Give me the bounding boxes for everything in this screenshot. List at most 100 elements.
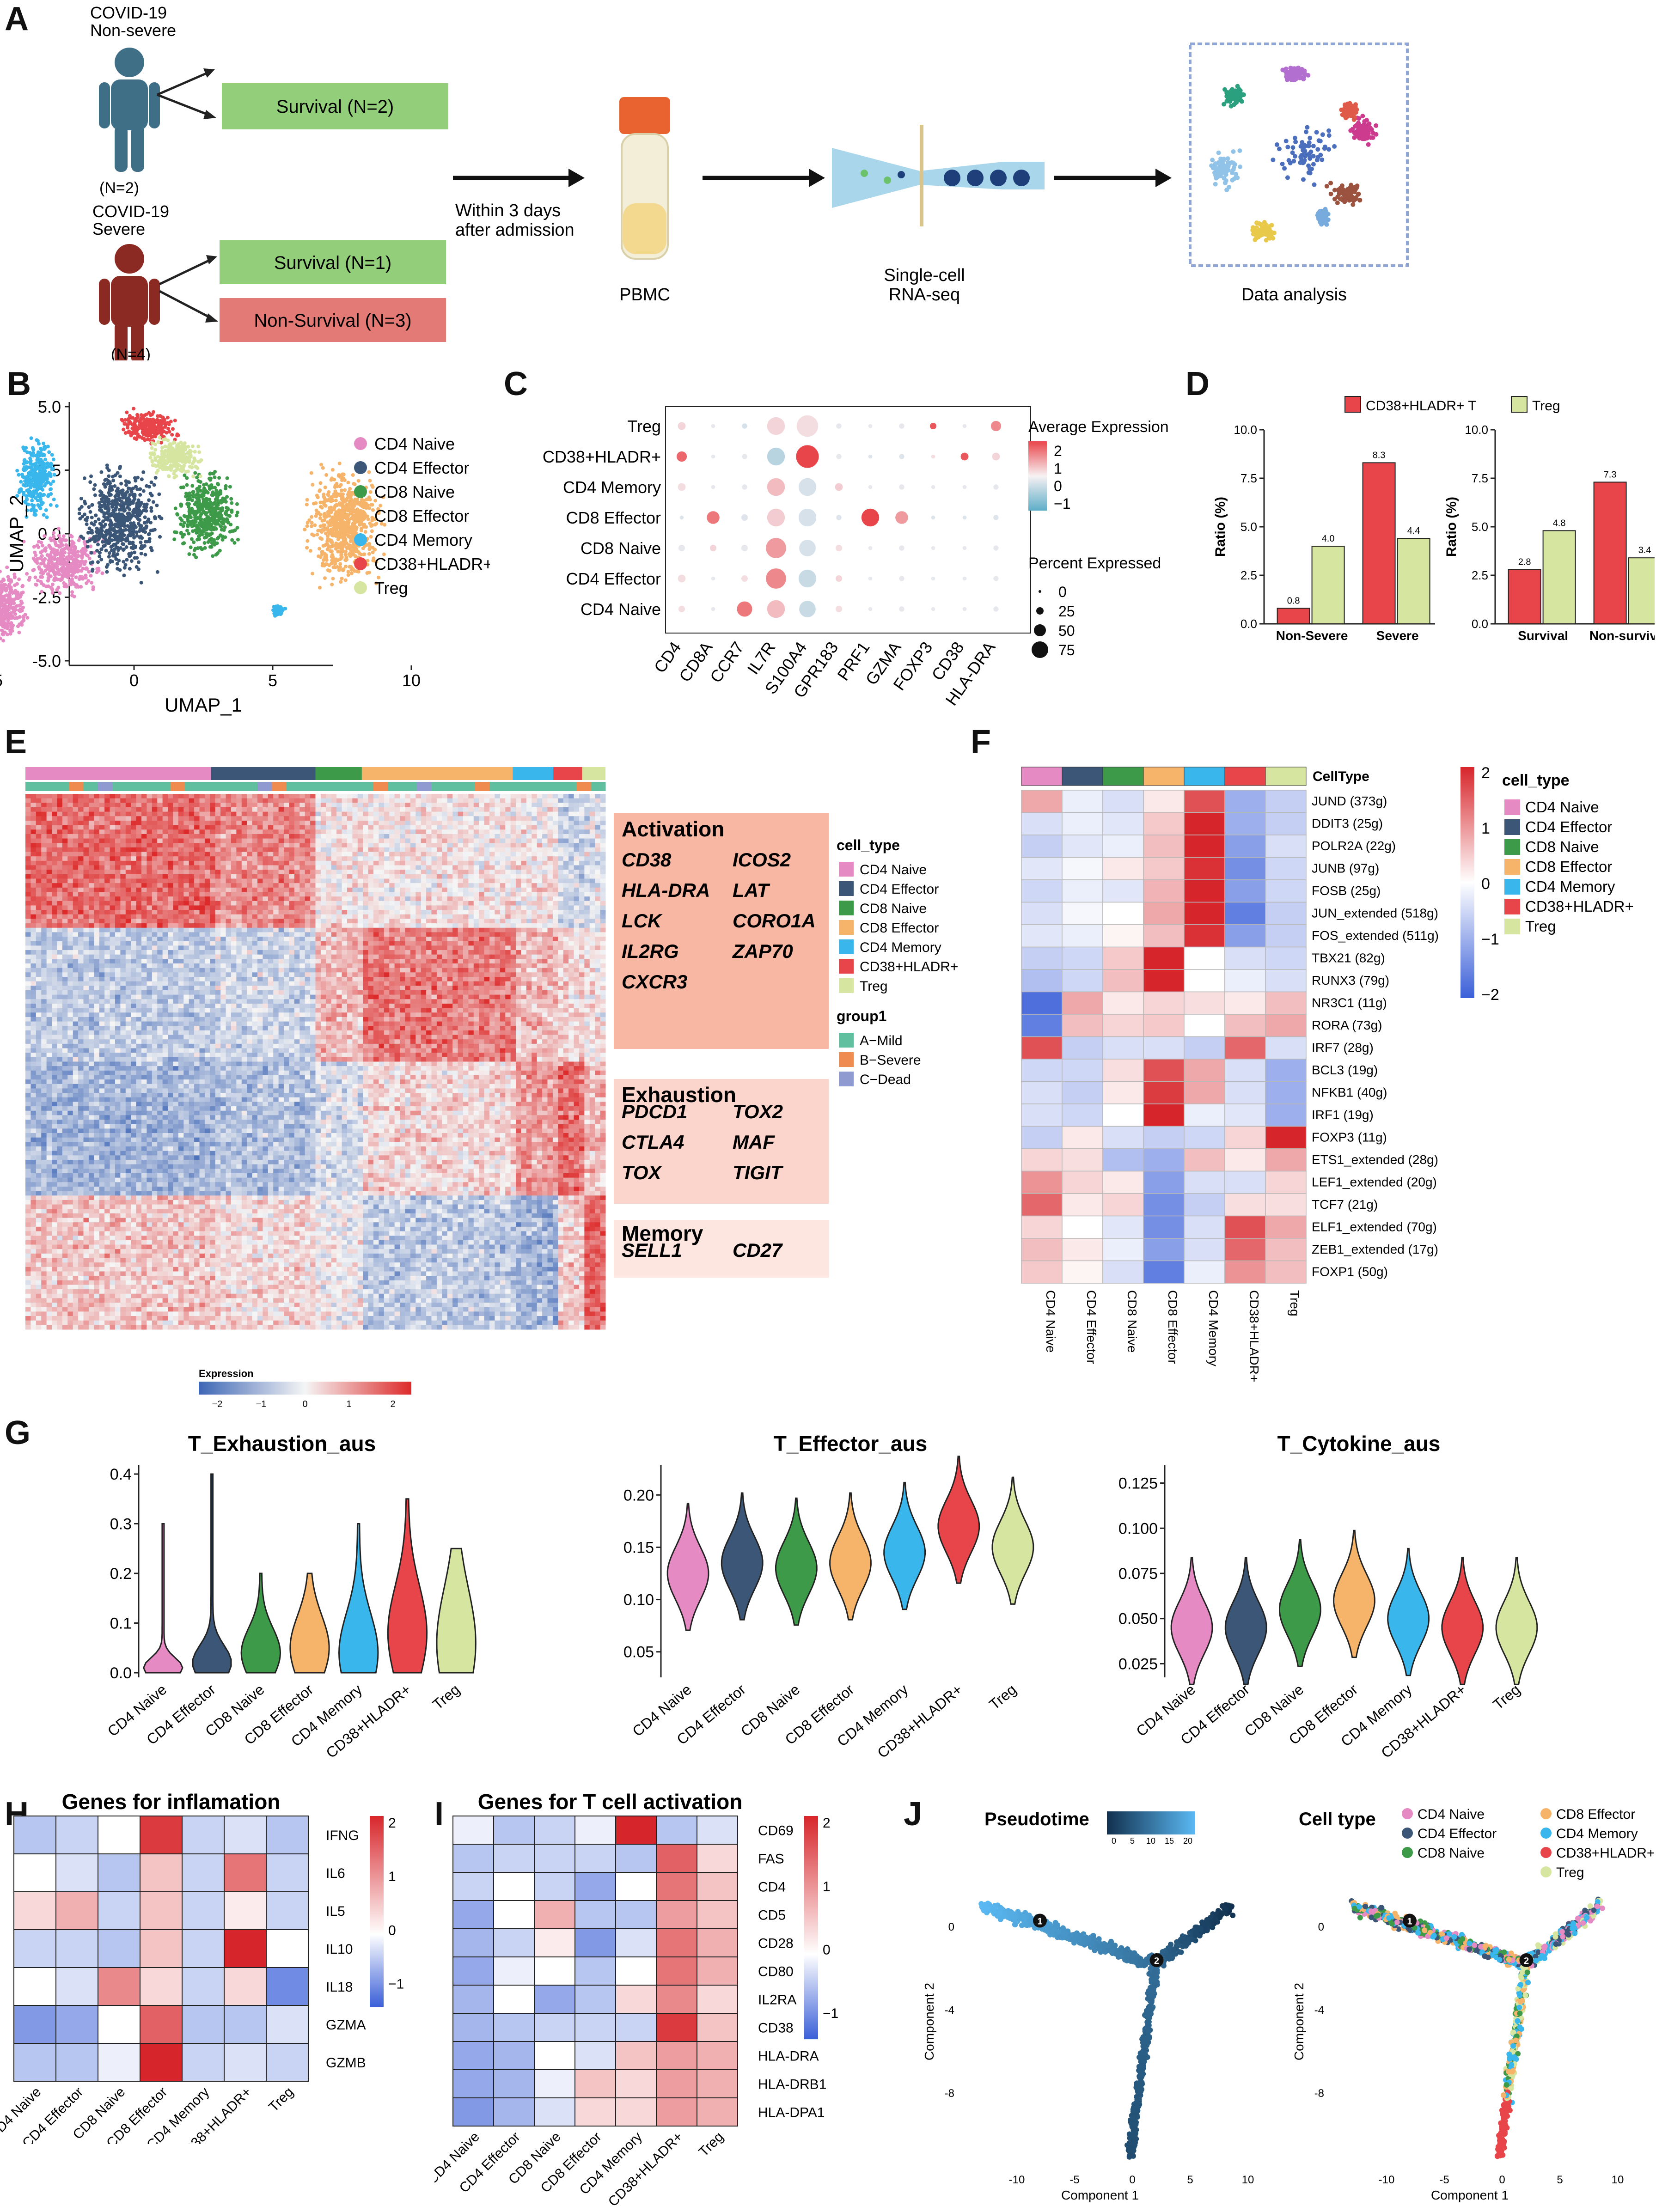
umap-point — [332, 477, 336, 481]
umap-point — [30, 470, 34, 474]
umap-point — [64, 543, 68, 547]
d-ytick: 5.0 — [1240, 520, 1257, 534]
umap-point — [118, 537, 122, 542]
tsne-point — [1328, 191, 1333, 196]
umap-point — [118, 474, 122, 478]
e-celltype-bar — [25, 767, 211, 780]
umap-point — [61, 534, 66, 538]
umap-point — [333, 566, 337, 570]
umap-point — [1, 624, 5, 628]
umap-point — [33, 468, 37, 472]
umap-point — [196, 460, 201, 464]
umap-point — [104, 540, 108, 544]
umap-point — [165, 415, 170, 420]
umap-point — [12, 609, 16, 614]
umap-point — [116, 471, 120, 475]
e-heat-cell — [484, 794, 490, 799]
umap-point — [39, 451, 43, 455]
umap-point — [116, 521, 120, 525]
umap-point — [221, 517, 226, 521]
umap-point — [58, 591, 62, 595]
umap-point — [9, 597, 13, 602]
umap-point — [28, 490, 32, 494]
umap-point — [305, 498, 309, 502]
tsne-point — [1222, 165, 1227, 171]
e-heat-cell — [336, 794, 342, 799]
umap-point — [49, 482, 53, 486]
d-ytick: 2.5 — [1240, 568, 1257, 582]
dotplot-dot — [742, 454, 747, 459]
umap-point — [4, 598, 8, 603]
umap-point — [159, 449, 164, 453]
e-heat-cell — [199, 794, 205, 799]
e-celltype-bar — [315, 767, 362, 780]
umap-point — [155, 503, 159, 507]
umap-point — [104, 533, 108, 537]
e-heat-cell — [215, 794, 221, 799]
umap-point — [97, 501, 101, 505]
umap-point — [33, 575, 37, 579]
umap-point — [93, 483, 97, 487]
dot-legend-size-label: 25 — [1058, 603, 1075, 620]
umap-point — [335, 503, 339, 507]
umap-point — [32, 567, 36, 572]
umap-point — [173, 438, 177, 442]
umap-point — [159, 463, 164, 468]
umap-point — [206, 515, 210, 519]
umap-point — [320, 537, 324, 541]
umap-xlabel: UMAP_1 — [165, 694, 242, 716]
umap-legend-swatch — [354, 581, 367, 594]
umap-point — [107, 555, 111, 559]
umap-point — [46, 494, 50, 498]
umap-point — [54, 542, 58, 546]
umap-point — [113, 537, 117, 542]
umap-point — [305, 546, 309, 550]
umap-point — [211, 519, 215, 524]
umap-point — [161, 458, 165, 462]
umap-point — [167, 430, 171, 434]
umap-point — [89, 544, 93, 548]
e-heat-cell — [52, 798, 57, 803]
umap-point — [310, 521, 314, 525]
umap-point — [93, 493, 97, 497]
tsne-point — [1259, 223, 1265, 228]
umap-point — [350, 539, 354, 543]
umap-point — [2, 609, 6, 614]
umap-point — [347, 520, 351, 524]
e-group-bar — [373, 782, 388, 791]
umap-point — [111, 543, 116, 548]
umap-point — [47, 450, 51, 454]
umap-point — [49, 545, 53, 549]
umap-point — [50, 467, 54, 471]
umap-point — [15, 593, 19, 597]
umap-point — [220, 534, 225, 538]
umap-point — [326, 520, 330, 524]
d-bar-label: 4.0 — [1322, 534, 1335, 544]
umap-point — [92, 551, 96, 555]
umap-point — [164, 450, 168, 454]
e-heat-cell — [231, 798, 237, 803]
e-heat-cell — [284, 794, 289, 799]
e-heat-cell — [220, 798, 226, 803]
umap-point — [327, 490, 331, 494]
tsne-point — [1274, 142, 1279, 147]
umap-point — [327, 563, 331, 567]
d-legend-label-treg: Treg — [1532, 398, 1560, 414]
umap-point — [127, 419, 131, 423]
umap-point — [133, 493, 137, 497]
dotplot-dot — [868, 576, 873, 581]
umap-point — [138, 435, 142, 439]
umap-point — [106, 505, 110, 509]
umap-point — [169, 458, 173, 463]
tsne-point — [1362, 122, 1367, 127]
umap-point — [43, 457, 48, 462]
umap-point — [198, 546, 202, 550]
umap-point — [149, 506, 153, 510]
e-heat-cell — [152, 798, 158, 803]
umap-point — [18, 615, 22, 619]
umap-point — [79, 496, 83, 500]
e-heat-cell — [141, 798, 147, 803]
e-group-bar — [83, 782, 98, 791]
e-heat-cell — [173, 794, 179, 799]
e-group-bar — [518, 782, 533, 791]
